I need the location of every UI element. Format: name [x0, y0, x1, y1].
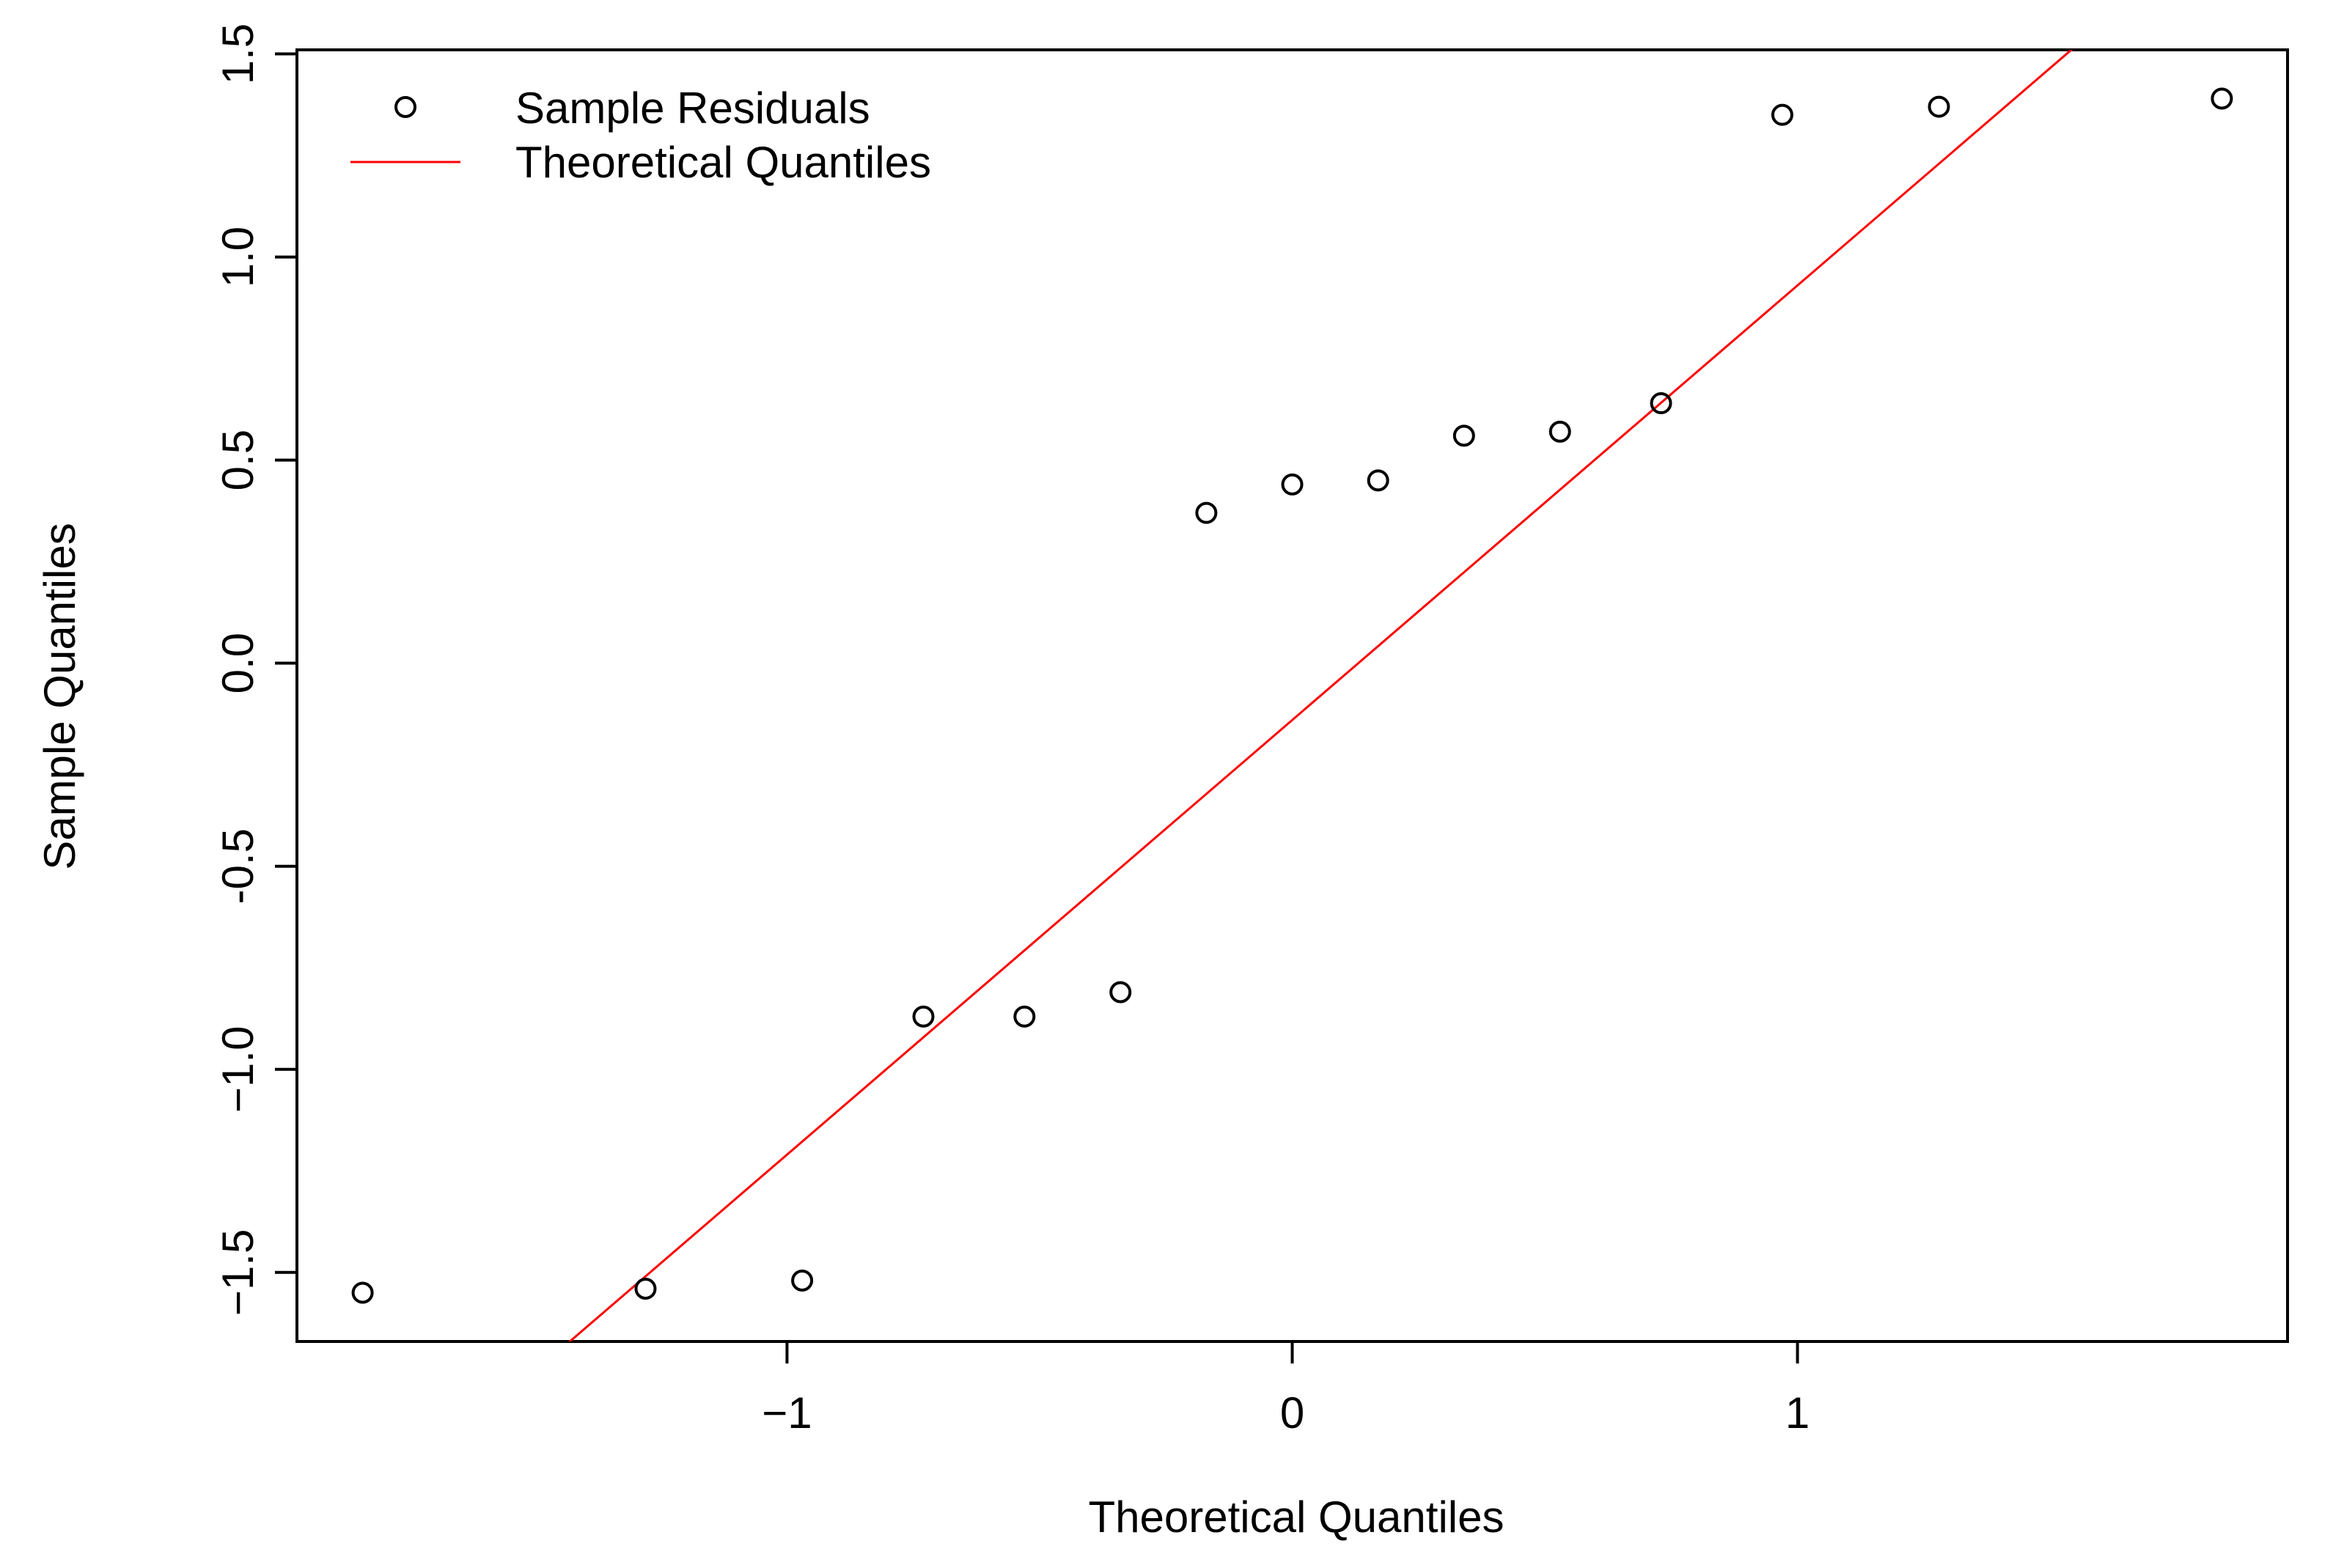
- legend-marker-residuals: [394, 96, 416, 118]
- data-point: [1281, 473, 1304, 496]
- y-axis-label: Sample Quantiles: [35, 523, 84, 870]
- y-tick-label: -0.5: [213, 828, 262, 904]
- y-tick-label: −1.0: [213, 1026, 262, 1113]
- data-point: [1195, 501, 1218, 524]
- data-point: [912, 1005, 935, 1028]
- data-point: [1928, 95, 1950, 118]
- data-point: [634, 1277, 657, 1300]
- data-point: [1013, 1005, 1036, 1028]
- data-point: [1650, 392, 1672, 415]
- legend-label-residuals: Sample Residuals: [515, 84, 870, 133]
- y-tick-label: 1.5: [213, 23, 262, 84]
- data-point: [1452, 424, 1475, 447]
- data-point: [1367, 469, 1389, 492]
- x-axis-label: Theoretical Quantiles: [1089, 1492, 1504, 1542]
- x-tick-label: −1: [762, 1388, 812, 1438]
- data-point: [1771, 103, 1793, 126]
- y-tick-label: 0.0: [213, 633, 262, 693]
- x-tick-label: 1: [1785, 1388, 1810, 1438]
- data-point: [2211, 87, 2233, 110]
- data-point: [1109, 981, 1132, 1004]
- reference-line: [567, 50, 2073, 1341]
- data-point: [791, 1269, 814, 1292]
- y-tick-label: −1.5: [213, 1229, 262, 1316]
- x-tick-label: 0: [1280, 1388, 1304, 1438]
- plot-frame: [295, 48, 2289, 1343]
- data-point: [351, 1281, 374, 1304]
- data-point: [1548, 420, 1571, 443]
- legend-label-theoretical: Theoretical Quantiles: [515, 138, 931, 187]
- y-tick-label: 0.5: [213, 430, 262, 490]
- y-tick-label: 1.0: [213, 227, 262, 287]
